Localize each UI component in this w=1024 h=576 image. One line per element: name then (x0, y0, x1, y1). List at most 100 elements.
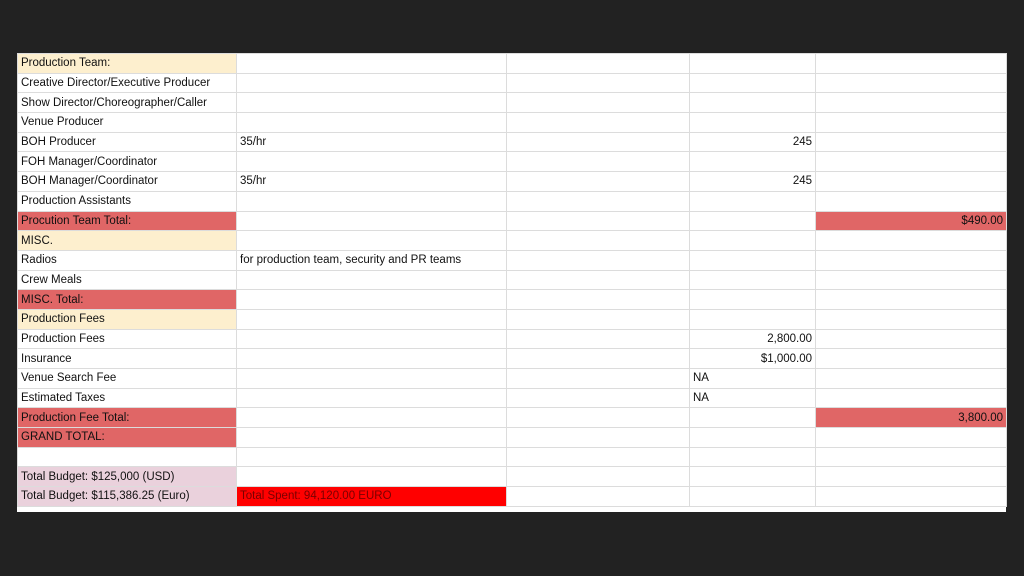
row-label-cell[interactable]: MISC. (17, 230, 237, 251)
cell-col-e[interactable] (815, 289, 1007, 310)
cell-col-d[interactable]: NA (689, 368, 816, 389)
cell-col-c[interactable] (506, 289, 690, 310)
row-label-cell[interactable]: Total Budget: $115,386.25 (Euro) (17, 486, 237, 507)
row-label-cell[interactable]: MISC. Total: (17, 289, 237, 310)
cell-col-d[interactable] (689, 53, 816, 74)
cell-col-b[interactable]: for production team, security and PR tea… (236, 249, 507, 271)
cell-col-c[interactable] (506, 92, 690, 114)
cell-col-c[interactable] (506, 328, 690, 350)
cell-col-b[interactable] (236, 387, 507, 409)
cell-col-b[interactable] (236, 190, 507, 212)
row-label-cell[interactable]: BOH Producer (17, 131, 237, 153)
cell-col-e[interactable] (815, 249, 1007, 271)
cell-col-c[interactable] (506, 269, 690, 291)
row-label-cell[interactable]: Production Fee Total: (17, 407, 237, 429)
cell-col-c[interactable] (506, 112, 690, 133)
cell-col-c[interactable] (506, 407, 690, 429)
cell-col-e[interactable] (815, 269, 1007, 291)
cell-col-d[interactable] (689, 92, 816, 114)
cell-col-d[interactable] (689, 446, 816, 468)
cell-col-e[interactable] (815, 446, 1007, 468)
cell-col-c[interactable] (506, 151, 690, 173)
row-label-cell[interactable]: Insurance (17, 348, 237, 369)
row-label-cell[interactable]: Production Fees (17, 328, 237, 350)
cell-col-e[interactable]: $490.00 (815, 210, 1007, 232)
cell-col-e[interactable] (815, 151, 1007, 173)
cell-col-b[interactable] (236, 112, 507, 133)
cell-col-b[interactable]: 35/hr (236, 131, 507, 153)
cell-col-b[interactable] (236, 269, 507, 291)
cell-col-d[interactable]: NA (689, 387, 816, 409)
cell-col-e[interactable] (815, 53, 1007, 74)
row-label-cell[interactable]: Creative Director/Executive Producer (17, 72, 237, 94)
row-label-cell[interactable]: Estimated Taxes (17, 387, 237, 409)
cell-col-d[interactable] (689, 466, 816, 488)
cell-col-b[interactable] (236, 466, 507, 488)
cell-col-c[interactable] (506, 368, 690, 389)
cell-col-b[interactable] (236, 230, 507, 251)
cell-col-e[interactable] (815, 190, 1007, 212)
cell-col-c[interactable] (506, 427, 690, 448)
cell-col-b[interactable]: Total Spent: 94,120.00 EURO (236, 486, 507, 507)
cell-col-c[interactable] (506, 53, 690, 74)
cell-col-d[interactable] (689, 249, 816, 271)
row-label-cell[interactable]: Venue Search Fee (17, 368, 237, 389)
cell-col-b[interactable] (236, 446, 507, 468)
row-label-cell[interactable]: Crew Meals (17, 269, 237, 291)
cell-col-b[interactable] (236, 53, 507, 74)
cell-col-b[interactable] (236, 92, 507, 114)
row-label-cell[interactable]: GRAND TOTAL: (17, 427, 237, 448)
row-label-cell[interactable]: Production Team: (17, 53, 237, 74)
cell-col-e[interactable] (815, 171, 1007, 192)
cell-col-d[interactable]: 245 (689, 171, 816, 192)
cell-col-c[interactable] (506, 348, 690, 369)
row-label-cell[interactable]: Production Fees (17, 308, 237, 330)
cell-col-e[interactable] (815, 72, 1007, 94)
row-label-cell[interactable]: BOH Manager/Coordinator (17, 171, 237, 192)
cell-col-c[interactable] (506, 131, 690, 153)
cell-col-d[interactable] (689, 230, 816, 251)
cell-col-d[interactable] (689, 72, 816, 94)
row-label-cell[interactable]: Radios (17, 249, 237, 271)
cell-col-d[interactable] (689, 112, 816, 133)
cell-col-c[interactable] (506, 72, 690, 94)
cell-col-e[interactable]: 3,800.00 (815, 407, 1007, 429)
cell-col-d[interactable] (689, 210, 816, 232)
cell-col-d[interactable]: 2,800.00 (689, 328, 816, 350)
cell-col-b[interactable] (236, 348, 507, 369)
row-label-cell[interactable]: Procution Team Total: (17, 210, 237, 232)
cell-col-c[interactable] (506, 486, 690, 507)
row-label-cell[interactable] (17, 446, 237, 468)
cell-col-d[interactable] (689, 190, 816, 212)
cell-col-c[interactable] (506, 446, 690, 468)
cell-col-d[interactable] (689, 486, 816, 507)
cell-col-d[interactable]: $1,000.00 (689, 348, 816, 369)
cell-col-b[interactable] (236, 151, 507, 173)
cell-col-e[interactable] (815, 308, 1007, 330)
cell-col-d[interactable] (689, 308, 816, 330)
cell-col-d[interactable] (689, 407, 816, 429)
cell-col-e[interactable] (815, 230, 1007, 251)
cell-col-e[interactable] (815, 427, 1007, 448)
cell-col-e[interactable] (815, 348, 1007, 369)
cell-col-c[interactable] (506, 190, 690, 212)
cell-col-d[interactable]: 245 (689, 131, 816, 153)
cell-col-c[interactable] (506, 171, 690, 192)
cell-col-e[interactable] (815, 486, 1007, 507)
cell-col-e[interactable] (815, 466, 1007, 488)
cell-col-b[interactable]: 35/hr (236, 171, 507, 192)
cell-col-e[interactable] (815, 368, 1007, 389)
row-label-cell[interactable]: Venue Producer (17, 112, 237, 133)
cell-col-c[interactable] (506, 210, 690, 232)
cell-col-b[interactable] (236, 72, 507, 94)
cell-col-c[interactable] (506, 249, 690, 271)
cell-col-b[interactable] (236, 427, 507, 448)
cell-col-e[interactable] (815, 387, 1007, 409)
cell-col-d[interactable] (689, 269, 816, 291)
cell-col-e[interactable] (815, 92, 1007, 114)
cell-col-d[interactable] (689, 151, 816, 173)
cell-col-e[interactable] (815, 131, 1007, 153)
cell-col-e[interactable] (815, 112, 1007, 133)
cell-col-b[interactable] (236, 328, 507, 350)
cell-col-d[interactable] (689, 289, 816, 310)
